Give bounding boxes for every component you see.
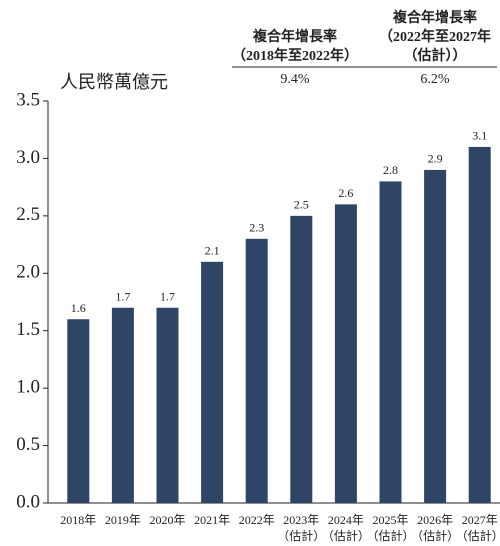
data-label: 2.5 [294, 198, 309, 212]
y-tick-label: 2.0 [16, 262, 40, 283]
y-axis-label: 人民幣萬億元 [60, 72, 168, 92]
y-tick-label: 0.0 [16, 491, 40, 512]
x-tick-note: （估計） [366, 528, 414, 543]
x-tick-label: 2019年 [105, 513, 141, 527]
bar [67, 319, 90, 503]
x-tick-label: 2021年 [194, 513, 230, 527]
data-label: 2.8 [383, 163, 398, 177]
x-tick-note: （估計） [277, 528, 325, 543]
y-tick-label: 1.5 [16, 319, 40, 340]
x-tick-note: （估計） [322, 528, 370, 543]
x-tick-label: 2027年 [462, 513, 498, 527]
y-tick-label: 0.5 [16, 434, 40, 455]
cagr-header: （2022年至2027年 [379, 28, 491, 45]
bar [201, 261, 224, 503]
data-label: 2.6 [338, 186, 353, 200]
x-tick-label: 2020年 [149, 513, 185, 527]
data-label: 3.1 [472, 129, 487, 143]
bar [379, 181, 402, 503]
cagr-header: 複合年增長率 [392, 9, 477, 26]
data-label: 2.1 [205, 244, 220, 258]
y-tick-label: 3.5 [16, 89, 40, 110]
x-tick-label: 2026年 [417, 513, 453, 527]
x-tick-label: 2024年 [328, 513, 364, 527]
data-label: 1.7 [115, 289, 130, 303]
x-tick-label: 2025年 [372, 513, 408, 527]
data-label: 2.3 [249, 221, 264, 235]
bar [290, 215, 313, 503]
bar [156, 307, 179, 503]
bar [334, 204, 357, 503]
data-label: 1.6 [71, 301, 86, 315]
cagr-header: （2018年至2022年） [232, 47, 358, 64]
cagr-value: 6.2% [420, 72, 450, 87]
x-tick-label: 2023年 [283, 513, 319, 527]
bar [245, 238, 268, 504]
cagr-header: 複合年增長率 [252, 28, 337, 45]
y-tick-label: 3.0 [16, 147, 40, 168]
cagr-value: 9.4% [280, 72, 310, 87]
y-tick-label: 2.5 [16, 204, 40, 225]
x-tick-note: （估計） [456, 528, 500, 543]
bar [468, 146, 491, 503]
bar [111, 307, 134, 503]
data-label: 2.9 [428, 152, 443, 166]
y-tick-label: 1.0 [16, 377, 40, 398]
data-label: 1.7 [160, 289, 175, 303]
x-tick-label: 2018年 [60, 513, 96, 527]
x-tick-label: 2022年 [239, 513, 275, 527]
cagr-header: （估計）） [404, 47, 467, 64]
x-tick-note: （估計） [411, 528, 459, 543]
bar [424, 169, 447, 503]
